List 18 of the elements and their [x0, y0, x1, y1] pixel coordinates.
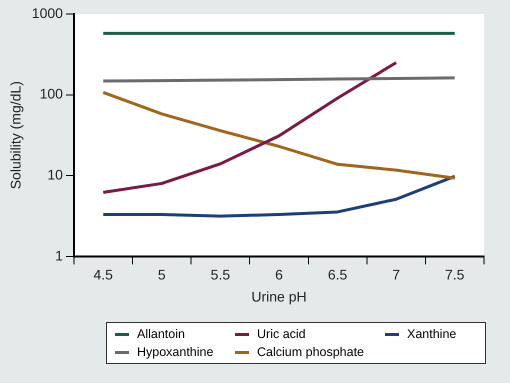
- y-tick-label: 1000: [32, 4, 64, 21]
- x-axis-title: Urine pH: [251, 288, 307, 304]
- x-tick-label: 4.5: [94, 266, 114, 283]
- x-tick-label: 6.5: [328, 266, 348, 283]
- x-tick-label: 6: [275, 266, 284, 283]
- y-tick-label: 10: [47, 166, 64, 182]
- legend-label: Xanthine: [407, 327, 456, 341]
- x-tick-label: 7.5: [444, 266, 465, 283]
- legend-label: Hypoxanthine: [137, 345, 214, 359]
- y-tick-label: 1: [55, 247, 64, 264]
- legend-label: Allantoin: [137, 327, 185, 341]
- x-tick-label: 5: [158, 266, 166, 283]
- legend-label: Uric acid: [257, 327, 306, 341]
- y-axis-title: Solubility (mg/dL): [7, 81, 24, 190]
- x-tick-label: 5.5: [210, 266, 230, 283]
- x-tick-label: 7: [392, 266, 400, 283]
- legend-label: Calcium phosphate: [257, 345, 364, 359]
- y-tick-label: 100: [40, 86, 64, 102]
